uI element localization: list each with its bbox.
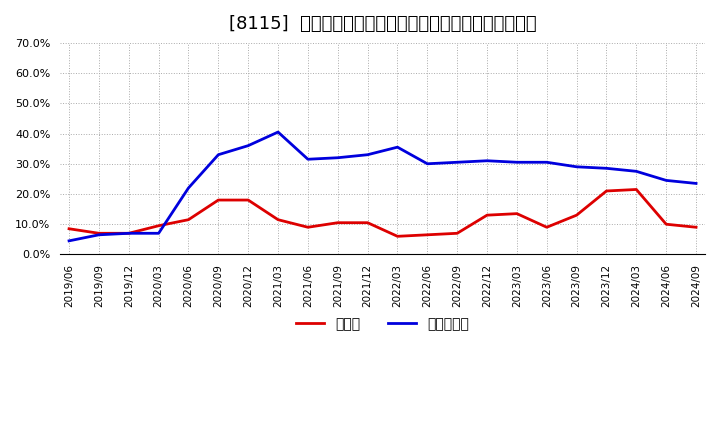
- Legend: 現頲金, 有利子負債: 現頲金, 有利子負債: [291, 311, 474, 336]
- Title: [8115]  現預金、有利子負債の総資産に対する比率の推移: [8115] 現預金、有利子負債の総資産に対する比率の推移: [229, 15, 536, 33]
